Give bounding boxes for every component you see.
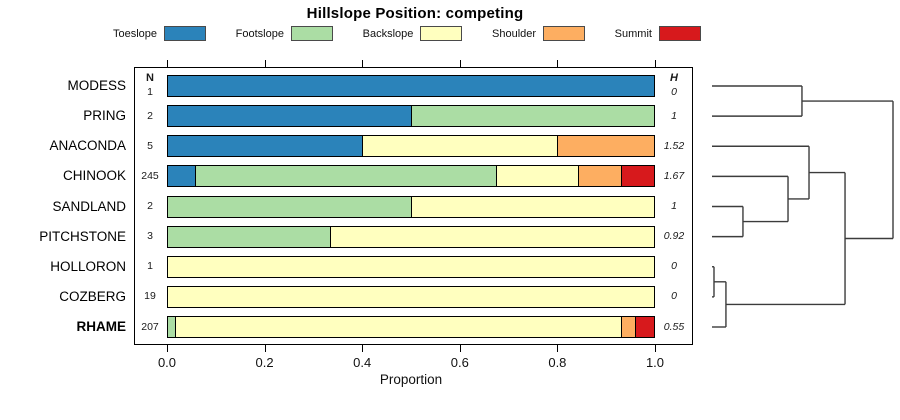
n-value: 2 bbox=[147, 109, 153, 122]
chart-title: Hillslope Position: competing bbox=[306, 5, 524, 22]
axis-tick-top bbox=[264, 60, 266, 67]
axis-tick-label: 0.8 bbox=[548, 355, 567, 370]
bar-segment-toeslope bbox=[168, 106, 411, 127]
plot-area-frame bbox=[134, 67, 693, 345]
bar-segment-backslope bbox=[362, 136, 557, 157]
n-value: 1 bbox=[147, 260, 153, 273]
legend-swatch-backslope bbox=[420, 26, 463, 41]
n-value: 245 bbox=[141, 169, 159, 182]
bar-segment-summit bbox=[635, 317, 654, 337]
axis-tick-label: 0.0 bbox=[157, 355, 177, 370]
bar-segment-summit bbox=[620, 166, 654, 187]
x-axis-title: Proportion bbox=[379, 372, 443, 387]
bar-segment-toeslope bbox=[168, 136, 363, 157]
n-value: 5 bbox=[147, 139, 153, 152]
bar-segment-shoulder bbox=[577, 166, 621, 187]
h-value: 0 bbox=[671, 260, 677, 273]
bar-segment-footslope bbox=[411, 106, 654, 127]
bar-segment-footslope bbox=[168, 196, 411, 217]
bar-cozberg bbox=[167, 285, 655, 308]
bar-anaconda bbox=[167, 135, 655, 158]
n-value: 2 bbox=[147, 200, 153, 212]
bar-modess bbox=[167, 75, 655, 97]
legend-entry-summit: Summit bbox=[615, 26, 701, 41]
legend-label: Footslope bbox=[235, 27, 284, 40]
h-value: 0 bbox=[671, 290, 677, 303]
axis-tick-top bbox=[362, 60, 364, 67]
row-label-pitchstone: PITCHSTONE bbox=[39, 228, 126, 244]
legend: Toeslope Footslope Backslope Shoulder Summit bbox=[113, 26, 701, 41]
legend-swatch-footslope bbox=[290, 26, 333, 41]
h-column-header: H bbox=[670, 71, 678, 84]
axis-tick-bottom bbox=[167, 345, 168, 352]
axis-tick-bottom bbox=[362, 345, 364, 352]
h-value: 0.92 bbox=[663, 230, 685, 243]
legend-label: Summit bbox=[614, 27, 652, 40]
bar-segment-backslope bbox=[329, 226, 654, 247]
row-label-rhame: RHAME bbox=[76, 319, 127, 334]
axis-tick-bottom bbox=[557, 345, 559, 352]
row-label-modess: MODESS bbox=[67, 78, 126, 93]
row-label-pring: PRING bbox=[83, 108, 126, 124]
row-label-sandland: SANDLAND bbox=[52, 198, 126, 214]
row-label-anaconda: ANACONDA bbox=[49, 138, 126, 154]
n-column-header: N bbox=[146, 71, 154, 84]
legend-label: Backslope bbox=[362, 27, 414, 40]
legend-entry-footslope: Footslope bbox=[236, 26, 333, 41]
legend-label: Toeslope bbox=[113, 27, 158, 40]
legend-swatch-summit bbox=[658, 26, 701, 41]
n-value: 3 bbox=[147, 230, 153, 243]
row-label-holloron: HOLLORON bbox=[50, 258, 126, 274]
legend-label: Shoulder bbox=[492, 27, 537, 40]
bar-segment-shoulder bbox=[556, 136, 654, 157]
bar-pring bbox=[167, 105, 655, 128]
h-value: 0.55 bbox=[663, 320, 685, 333]
legend-entry-shoulder: Shoulder bbox=[492, 26, 586, 41]
bar-segment-shoulder bbox=[620, 317, 636, 337]
bar-chinook bbox=[167, 165, 655, 188]
bar-segment-footslope bbox=[168, 226, 330, 247]
h-value: 0 bbox=[671, 85, 677, 98]
legend-entry-toeslope: Toeslope bbox=[113, 26, 207, 41]
bar-segment-footslope bbox=[194, 166, 497, 187]
axis-tick-top bbox=[167, 60, 168, 67]
axis-tick-top bbox=[557, 60, 559, 67]
h-value: 1.67 bbox=[663, 169, 685, 182]
legend-swatch-shoulder bbox=[543, 26, 586, 41]
bar-holloron bbox=[167, 255, 655, 278]
row-label-chinook: CHINOOK bbox=[62, 168, 126, 184]
bar-segment-backslope bbox=[175, 317, 621, 337]
legend-swatch-toeslope bbox=[164, 26, 207, 41]
bar-segment-backslope bbox=[411, 196, 654, 217]
axis-tick-top bbox=[459, 60, 461, 67]
bar-rhame bbox=[167, 316, 655, 338]
legend-entry-backslope: Backslope bbox=[363, 26, 463, 41]
row-label-cozberg: COZBERG bbox=[59, 288, 126, 304]
axis-tick-label: 0.4 bbox=[353, 355, 372, 370]
bar-sandland bbox=[167, 195, 655, 218]
axis-tick-label: 0.2 bbox=[255, 355, 274, 370]
h-value: 1 bbox=[671, 200, 677, 212]
bar-segment-footslope bbox=[168, 317, 176, 337]
bar-segment-backslope bbox=[168, 286, 654, 307]
axis-tick-top bbox=[655, 60, 656, 67]
bar-pitchstone bbox=[167, 225, 655, 248]
bar-segment-toeslope bbox=[168, 76, 654, 96]
bar-segment-backslope bbox=[168, 256, 654, 277]
bar-segment-backslope bbox=[496, 166, 578, 187]
axis-tick-label: 1.0 bbox=[645, 355, 665, 370]
h-value: 1 bbox=[671, 109, 677, 122]
axis-tick-bottom bbox=[655, 345, 656, 352]
n-value: 19 bbox=[144, 290, 156, 303]
n-value: 1 bbox=[147, 85, 153, 98]
axis-tick-label: 0.6 bbox=[450, 355, 469, 370]
axis-tick-bottom bbox=[459, 345, 461, 352]
axis-tick-bottom bbox=[264, 345, 266, 352]
h-value: 1.52 bbox=[663, 139, 685, 152]
bar-segment-toeslope bbox=[168, 166, 195, 187]
n-value: 207 bbox=[141, 320, 159, 333]
